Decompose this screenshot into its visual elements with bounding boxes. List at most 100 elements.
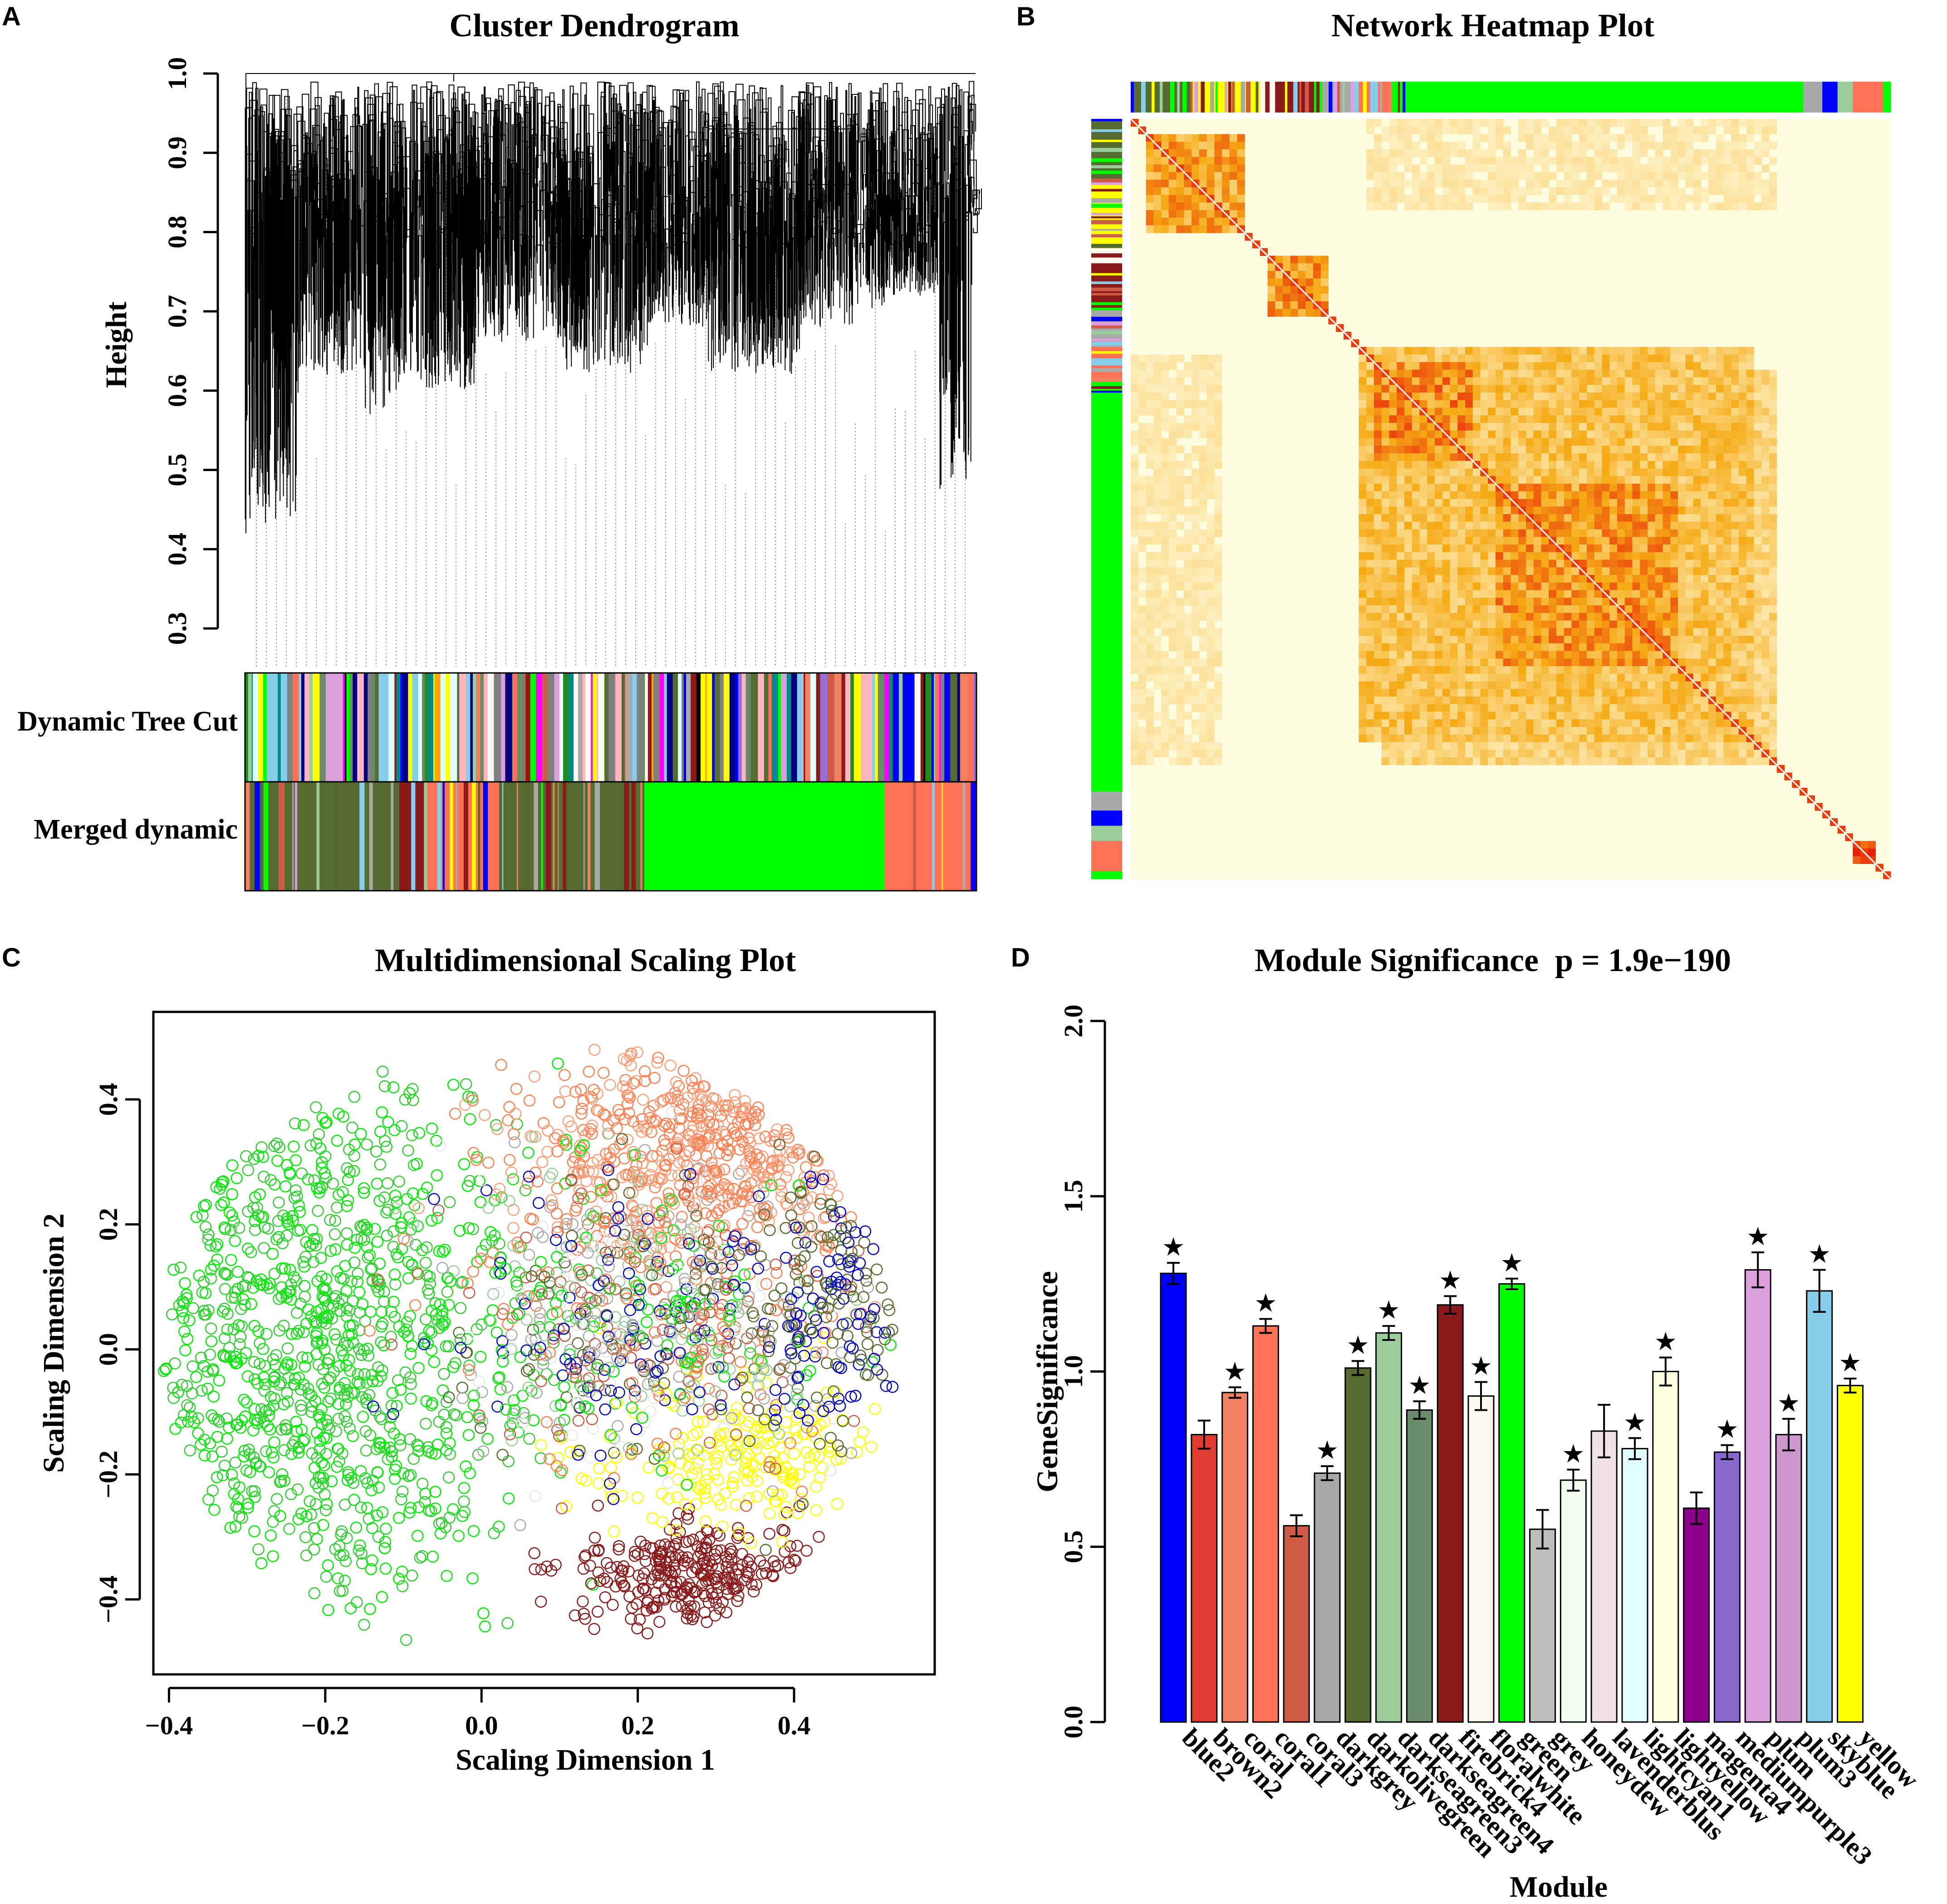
heatmap-cell (1206, 567, 1215, 575)
heatmap-cell (1450, 559, 1458, 568)
heatmap-cell (1358, 506, 1367, 515)
heatmap-cell (1168, 149, 1177, 157)
mds-point (265, 1529, 277, 1541)
heatmap-cell (1161, 620, 1169, 628)
heatmap-cell (1397, 438, 1405, 446)
heatmap-cell (1488, 354, 1496, 363)
heatmap-cell (1511, 537, 1519, 545)
heatmap-cell (1731, 590, 1739, 598)
heatmap-cell (1587, 666, 1595, 674)
heatmap-cell (1488, 484, 1496, 492)
heatmap-cell (1412, 149, 1420, 157)
heatmap-cell (1457, 537, 1466, 545)
heatmap-cell (1564, 347, 1572, 355)
heatmap-cell (1511, 529, 1519, 537)
heatmap-cell (1761, 514, 1770, 522)
heatmap-cell (1192, 499, 1200, 507)
module-color-segment (1177, 82, 1180, 113)
heatmap-cell (1389, 582, 1397, 590)
heatmap-cell (1450, 742, 1458, 750)
heatmap-cell (1541, 484, 1549, 492)
heatmap-cell (1587, 742, 1595, 750)
mds-point (248, 1525, 260, 1537)
heatmap-cell (1731, 362, 1739, 370)
tree-cut-segment (934, 673, 936, 782)
heatmap-cell (1632, 742, 1640, 750)
heatmap-cell (1761, 453, 1770, 461)
heatmap-cell (1731, 598, 1739, 606)
heatmap-cell (1518, 369, 1526, 378)
heatmap-cell (1754, 484, 1762, 492)
heatmap-cell (1708, 461, 1716, 469)
heatmap-cell (1663, 704, 1671, 712)
heatmap-cell (1769, 400, 1777, 408)
heatmap-cell (1541, 521, 1549, 530)
heatmap-cell (1526, 643, 1534, 651)
heatmap-cell (1374, 134, 1382, 142)
heatmap-cell (1419, 491, 1427, 499)
heatmap-cell (1427, 354, 1435, 363)
mds-point (180, 1288, 193, 1301)
heatmap-cell (1678, 552, 1686, 560)
heatmap-cell (1442, 407, 1450, 416)
merged-module-segment (578, 782, 580, 891)
heatmap-cell (1138, 400, 1146, 408)
heatmap-cell (1480, 393, 1488, 401)
tree-cut-segment (331, 673, 338, 782)
heatmap-cell (1435, 393, 1443, 401)
heatmap-cell (1716, 620, 1724, 628)
heatmap-cell (1153, 727, 1162, 735)
heatmap-cell (1518, 423, 1526, 431)
heatmap-cell (1602, 545, 1610, 553)
heatmap-cell (1579, 195, 1587, 203)
heatmap-cell (1146, 734, 1154, 742)
heatmap-cell (1632, 377, 1640, 385)
heatmap-cell (1723, 157, 1731, 165)
heatmap-cell (1663, 476, 1671, 484)
heatmap-cell (1457, 757, 1466, 766)
heatmap-cell (1397, 369, 1405, 378)
heatmap-cell (1640, 734, 1648, 742)
heatmap-cell (1670, 354, 1678, 363)
heatmap-cell (1389, 681, 1397, 689)
heatmap-cell (1663, 689, 1671, 697)
heatmap-cell (1685, 559, 1693, 568)
heatmap-cell (1161, 369, 1169, 378)
heatmap-cell (1648, 658, 1656, 667)
mds-point (439, 1243, 451, 1256)
tree-cut-segment (741, 673, 746, 782)
heatmap-cell (1533, 689, 1541, 697)
heatmap-cell (1617, 620, 1625, 628)
heatmap-cell (1138, 567, 1146, 575)
heatmap-cell (1442, 499, 1450, 507)
heatmap-cell (1685, 119, 1693, 127)
heatmap-cell (1541, 347, 1549, 355)
heatmap-cell (1404, 347, 1412, 355)
heatmap-cell (1739, 484, 1747, 492)
heatmap-cell (1617, 354, 1625, 363)
heatmap-cell (1184, 757, 1192, 766)
heatmap-cell (1496, 377, 1504, 385)
heatmap-cell (1153, 742, 1162, 750)
heatmap-cell (1731, 385, 1739, 393)
heatmap-cell (1716, 545, 1724, 553)
tree-cut-segment (280, 673, 288, 782)
heatmap-cell (1754, 407, 1762, 416)
heatmap-cell (1184, 689, 1192, 697)
heatmap-cell (1571, 446, 1579, 454)
merged-module-segment (558, 782, 559, 891)
heatmap-cell (1716, 354, 1724, 363)
heatmap-cell (1609, 164, 1618, 172)
merged-module-segment (602, 782, 607, 891)
heatmap-cell (1267, 271, 1275, 279)
heatmap-cell (1518, 499, 1526, 507)
heatmap-cell (1184, 712, 1192, 720)
heatmap-cell (1412, 559, 1420, 568)
heatmap-cell (1146, 446, 1154, 454)
heatmap-cell (1617, 499, 1625, 507)
heatmap-cell (1153, 164, 1162, 172)
heatmap-cell (1685, 552, 1693, 560)
heatmap-cell (1556, 697, 1564, 705)
heatmap-cell (1708, 362, 1716, 370)
heatmap-cell (1624, 369, 1633, 378)
